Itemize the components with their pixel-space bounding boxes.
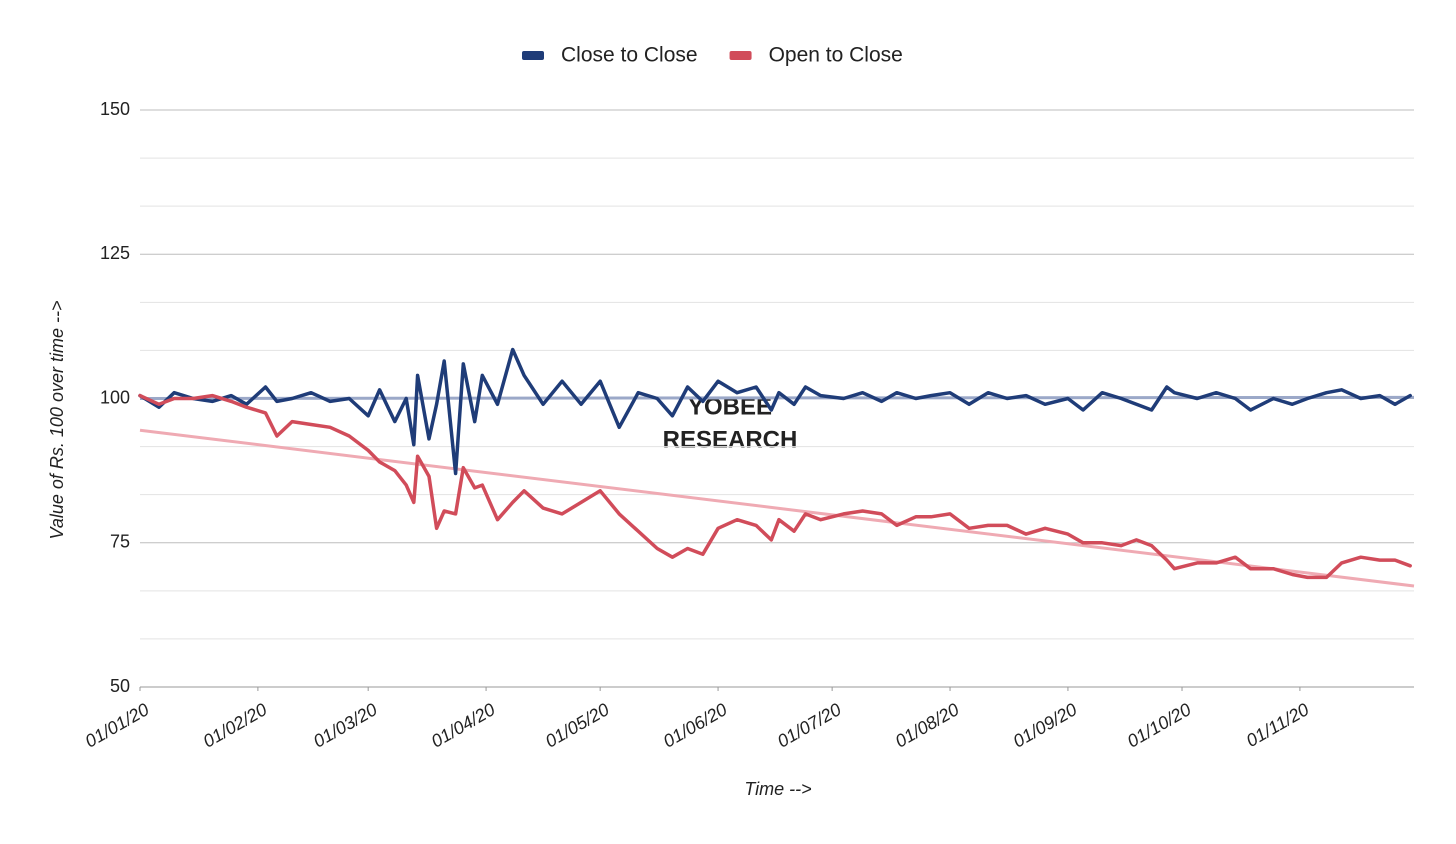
legend-label: Open to Close (769, 44, 903, 67)
line-series (138, 347, 1412, 476)
x-tick-label: 01/07/20 (774, 699, 845, 751)
x-tick-label: 01/10/20 (1124, 699, 1195, 751)
trendline (139, 428, 1415, 588)
x-tick-label: 01/02/20 (200, 699, 271, 751)
x-tick-label: 01/08/20 (892, 699, 963, 751)
x-tick-label: 01/11/20 (1243, 699, 1313, 751)
y-tick-label: 50 (110, 676, 130, 696)
y-tick-label: 75 (110, 532, 130, 552)
legend-swatch (522, 51, 544, 60)
x-tick-label: 01/09/20 (1010, 699, 1081, 751)
y-tick-label: 100 (100, 387, 130, 407)
watermark: RESEARCH (663, 426, 798, 453)
legend-label: Close to Close (561, 44, 698, 67)
x-tick-label: 01/04/20 (428, 699, 499, 751)
x-tick-label: 01/06/20 (660, 699, 731, 751)
x-axis-label: Time --> (744, 779, 811, 799)
x-tick-label: 01/01/20 (82, 699, 153, 751)
x-tick-label: 01/03/20 (310, 699, 381, 751)
y-axis-label: Value of Rs. 100 over time --> (47, 301, 67, 540)
y-tick-label: 125 (100, 243, 130, 263)
y-tick-label: 150 (100, 99, 130, 119)
line-series (138, 393, 1412, 580)
legend-swatch (729, 51, 752, 60)
x-tick-label: 01/05/20 (542, 699, 613, 751)
